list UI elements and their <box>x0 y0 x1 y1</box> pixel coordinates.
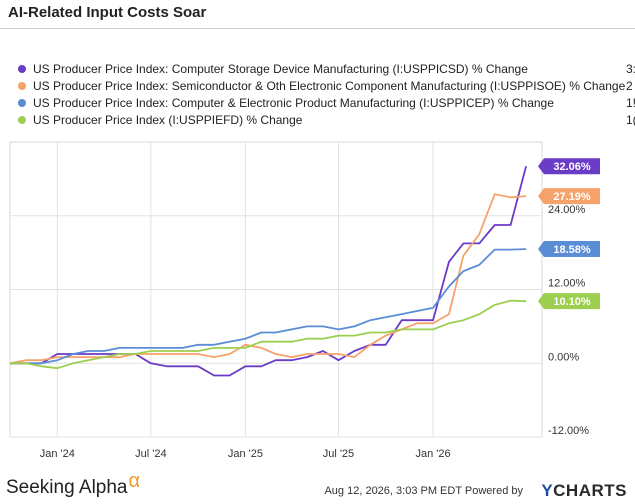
end-label-3: 10.10% <box>538 293 600 310</box>
x-tick-label: Jan '26 <box>415 448 450 460</box>
legend-value-electronic: 1! <box>626 96 635 110</box>
ycharts-logo-text: CHARTS <box>553 481 627 500</box>
ycharts-logo-y: Y <box>541 481 554 500</box>
end-label-0: 32.06% <box>538 158 600 175</box>
legend-label-semiconductor: US Producer Price Index: Semiconductor &… <box>33 79 626 93</box>
legend-label-storage: US Producer Price Index: Computer Storag… <box>33 62 528 76</box>
ycharts-logo[interactable]: YCHARTS <box>541 481 627 501</box>
chart-series-lines <box>9 165 527 377</box>
legend-label-electronic: US Producer Price Index: Computer & Elec… <box>33 96 554 110</box>
legend-dot-ppi <box>18 116 26 124</box>
y-tick-label: 12.00% <box>548 278 586 290</box>
series-line-3 <box>10 299 527 370</box>
x-axis-ticks: Jan '24 Jul '24 Jan '25 Jul '25 Jan '26 <box>40 448 451 460</box>
series-line-1 <box>9 193 527 365</box>
y-tick-label: -12.00% <box>548 425 589 437</box>
legend-label-ppi: US Producer Price Index (I:USPPIEFD) % C… <box>33 113 303 127</box>
legend-value-ppi: 1( <box>626 113 635 127</box>
brand-name: Seeking Alpha <box>6 477 128 498</box>
line-chart[interactable]: Jan '24 Jul '24 Jan '25 Jul '25 Jan '26 -12.… <box>0 140 635 470</box>
x-tick-label: Jan '24 <box>40 448 75 460</box>
end-label-2: 18.58% <box>538 241 600 258</box>
title-divider <box>0 28 635 29</box>
legend-entry-electronic[interactable]: US Producer Price Index: Computer & Elec… <box>0 96 635 112</box>
timestamp-powered-by: Aug 12, 2026, 3:03 PM EDT Powered by <box>324 485 523 497</box>
chart-title: AI-Related Input Costs Soar <box>8 4 207 21</box>
legend-entry-ppi[interactable]: US Producer Price Index (I:USPPIEFD) % C… <box>0 113 635 129</box>
end-label-text-3: 10.10% <box>553 296 591 308</box>
end-label-text-2: 18.58% <box>553 244 591 256</box>
y-tick-label: 0.00% <box>548 351 579 363</box>
y-tick-label: 24.00% <box>548 204 586 216</box>
end-label-text-0: 32.06% <box>553 161 591 173</box>
end-label-bg-2 <box>538 241 600 258</box>
seeking-alpha-logo[interactable]: Seeking Alphaα <box>6 470 140 499</box>
series-end-labels: 32.06% 27.19% 18.58% 10.10% <box>538 158 600 310</box>
end-label-bg-3 <box>538 293 600 310</box>
y-axis-ticks: -12.00% 0.00% 12.00% 24.00% <box>548 204 589 437</box>
x-tick-label: Jul '24 <box>135 448 166 460</box>
legend-value-semiconductor: 2 <box>626 79 633 93</box>
legend-entry-storage[interactable]: US Producer Price Index: Computer Storag… <box>0 62 635 78</box>
end-label-1: 27.19% <box>538 188 600 205</box>
legend-dot-storage <box>18 65 26 73</box>
x-tick-label: Jan '25 <box>228 448 263 460</box>
legend-dot-semiconductor <box>18 82 26 90</box>
legend-value-storage: 3: <box>626 62 635 76</box>
brand-alpha-mark: α <box>128 470 141 492</box>
end-label-bg-0 <box>538 158 600 175</box>
legend-dot-electronic <box>18 99 26 107</box>
end-label-bg-1 <box>538 188 600 205</box>
end-label-text-1: 27.19% <box>553 191 591 203</box>
series-line-2 <box>10 248 527 365</box>
chart-grid <box>9 141 543 438</box>
series-line-0 <box>10 165 527 377</box>
x-tick-label: Jul '25 <box>323 448 354 460</box>
legend-entry-semiconductor[interactable]: US Producer Price Index: Semiconductor &… <box>0 79 635 95</box>
